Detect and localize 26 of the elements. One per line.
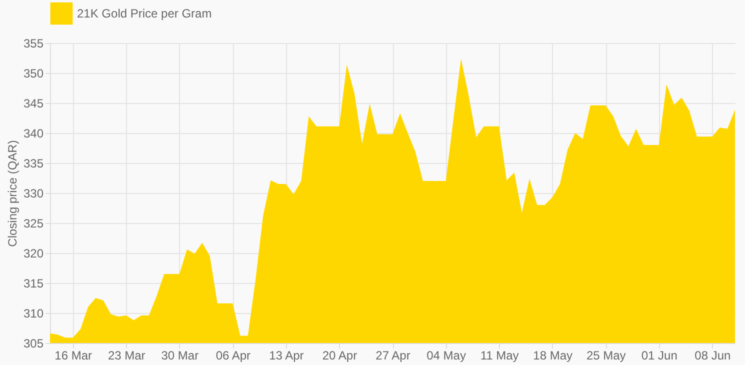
x-tick-label: 08 Jun — [694, 348, 731, 362]
y-tick-label: 335 — [23, 156, 44, 170]
y-tick-label: 355 — [23, 36, 44, 50]
y-tick-label: 310 — [23, 306, 44, 320]
x-tick-label: 30 Mar — [161, 348, 199, 362]
x-tick-label: 13 Apr — [269, 348, 304, 362]
y-tick-label: 325 — [23, 216, 44, 230]
x-tick-label: 04 May — [426, 348, 466, 362]
legend-label: 21K Gold Price per Gram — [77, 6, 212, 20]
y-tick-label: 315 — [23, 276, 44, 290]
x-tick-label: 25 May — [586, 348, 626, 362]
y-axis-title: Closing price (QAR) — [5, 140, 20, 247]
y-tick-label: 340 — [23, 126, 44, 140]
y-tick-label: 330 — [23, 186, 44, 200]
y-tick-label: 320 — [23, 246, 44, 260]
x-tick-label: 16 Mar — [54, 348, 92, 362]
x-tick-label: 06 Apr — [216, 348, 251, 362]
x-tick-label: 23 Mar — [108, 348, 146, 362]
x-tick-label: 20 Apr — [322, 348, 358, 362]
x-tick-label: 01 Jun — [641, 348, 678, 362]
x-tick-label: 18 May — [533, 348, 573, 362]
y-tick-label: 345 — [23, 96, 44, 110]
x-tick-label: 11 May — [480, 348, 519, 362]
y-tick-label: 350 — [23, 66, 44, 80]
y-tick-label: 305 — [23, 336, 44, 350]
x-tick-label: 27 Apr — [376, 348, 410, 362]
